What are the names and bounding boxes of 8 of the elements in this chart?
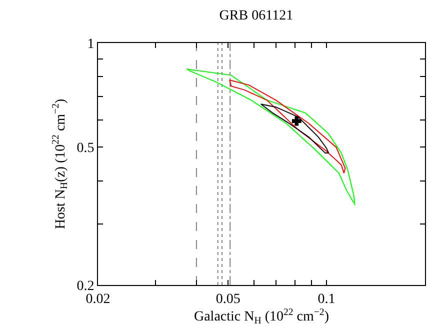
y-tick-label: 0.2 bbox=[76, 278, 94, 294]
y-tick-label: 0.5 bbox=[76, 141, 94, 156]
x-tick-label: 0.1 bbox=[318, 292, 336, 307]
chart-title: GRB 061121 bbox=[219, 8, 294, 24]
x-tick-label: 0.02 bbox=[86, 292, 110, 307]
x-tick-label: 0.05 bbox=[216, 292, 240, 307]
y-tick-label: 1 bbox=[87, 36, 94, 52]
x-axis-title: Galactic N$_{H}$ (10$^{22}$ cm$^{−2}$) bbox=[194, 306, 330, 327]
